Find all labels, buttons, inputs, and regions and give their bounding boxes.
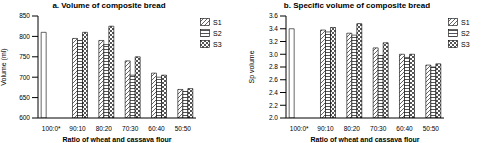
svg-text:3.2: 3.2 [269, 38, 278, 45]
svg-text:3.0: 3.0 [269, 51, 278, 58]
svg-text:100:0*: 100:0* [290, 125, 309, 132]
html-text:b. Specific volume of composit: b. Specific volume of composite bread [283, 1, 431, 10]
svg-text:50:50: 50:50 [175, 125, 192, 132]
svg-text:850: 850 [19, 12, 30, 19]
svg-text:80:20: 80:20 [96, 125, 113, 132]
svg-text:Ratio of wheat and cassava flo: Ratio of wheat and cassava flour [63, 136, 172, 142]
html-text:S2: S2 [461, 29, 470, 37]
svg-text:90:10: 90:10 [317, 125, 334, 132]
svg-text:2.2: 2.2 [269, 102, 278, 109]
svg-text:800: 800 [19, 33, 30, 40]
svg-text:2.0: 2.0 [269, 114, 278, 121]
svg-text:80:20: 80:20 [344, 125, 361, 132]
html-text:S3: S3 [461, 40, 470, 48]
svg-text:600: 600 [19, 114, 30, 121]
svg-text:650: 650 [19, 94, 30, 101]
html-text:S1: S1 [461, 18, 470, 26]
svg-text:Ratio of wheat and cassava flo: Ratio of wheat and cassava flour [311, 136, 420, 142]
svg-text:Volume (ml): Volume (ml) [8, 48, 9, 85]
svg-text:70:30: 70:30 [122, 125, 139, 132]
svg-text:60:40: 60:40 [396, 125, 413, 132]
svg-text:2.6: 2.6 [269, 76, 278, 83]
svg-text:100:0*: 100:0* [42, 125, 61, 132]
svg-text:Sp volume: Sp volume [248, 50, 256, 83]
html-text:S1: S1 [213, 18, 222, 26]
svg-text:70:30: 70:30 [370, 125, 387, 132]
svg-text:750: 750 [19, 53, 30, 60]
svg-text:90:10: 90:10 [69, 125, 86, 132]
html-text:a. Volume of composite bread: a. Volume of composite bread [52, 1, 166, 10]
svg-text:2.4: 2.4 [269, 89, 278, 96]
svg-text:2.8: 2.8 [269, 63, 278, 70]
svg-text:3.6: 3.6 [269, 12, 278, 19]
svg-text:60:40: 60:40 [148, 125, 165, 132]
html-text:S3: S3 [213, 40, 222, 48]
svg-text:50:50: 50:50 [423, 125, 440, 132]
html-text:S2: S2 [213, 29, 222, 37]
svg-text:3.4: 3.4 [269, 25, 278, 32]
svg-text:700: 700 [19, 74, 30, 81]
